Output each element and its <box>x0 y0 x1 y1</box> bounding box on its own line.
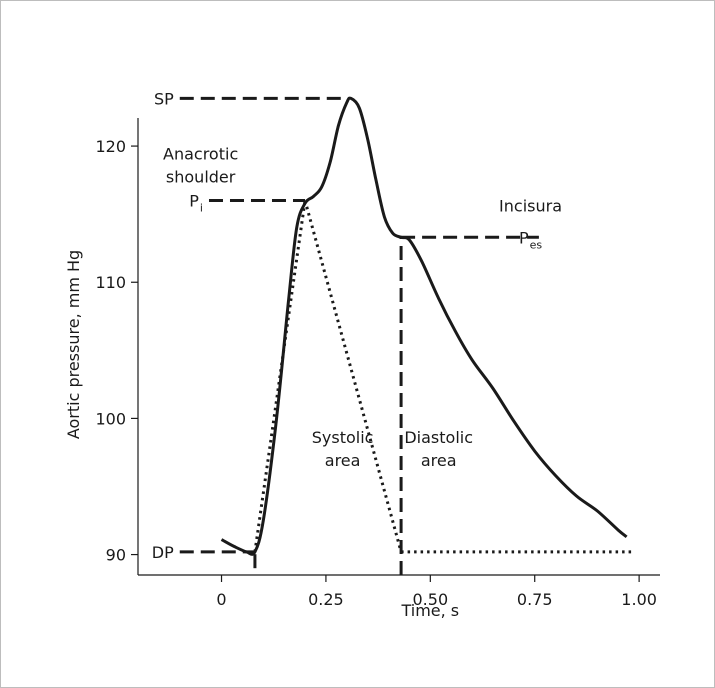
x-tick-label: 1.00 <box>621 590 657 609</box>
level-label-pes: Pes <box>519 228 542 251</box>
axes: 90 100 110 120 0 0.25 0.50 0.75 1.00 Time, s Aorti… <box>64 118 660 620</box>
annotation-anacrotic: Anacrotic shoulder <box>163 145 238 187</box>
pressure-waveform <box>220 96 628 556</box>
dotted-line-1 <box>303 200 403 553</box>
y-axis-title: Aortic pressure, mm Hg <box>64 250 83 439</box>
level-label-dp: DP <box>152 543 174 562</box>
y-tick-label: 100 <box>95 409 126 428</box>
y-tick-label: 90 <box>106 546 126 565</box>
level-label-sp: SP <box>154 89 174 108</box>
annotation-incisura: Incisura <box>499 196 562 215</box>
reference-lines <box>179 96 635 575</box>
x-tick-label: 0 <box>216 590 226 609</box>
y-tick-label: 120 <box>95 137 126 156</box>
waveform-line <box>220 96 628 556</box>
annotation-systolic: Systolic area <box>312 428 374 470</box>
y-tick-label: 110 <box>95 273 126 292</box>
labels: SP DP Pi Pes Anacrotic shoulder Incisura Systol… <box>152 89 562 561</box>
x-tick-label: 0.50 <box>413 590 449 609</box>
level-label-pi: Pi <box>189 192 203 215</box>
x-axis-title: Time, s <box>400 601 459 620</box>
x-tick-label: 0.75 <box>517 590 553 609</box>
x-tick-label: 0.25 <box>308 590 344 609</box>
annotation-diastolic: Diastolic area <box>404 428 473 470</box>
